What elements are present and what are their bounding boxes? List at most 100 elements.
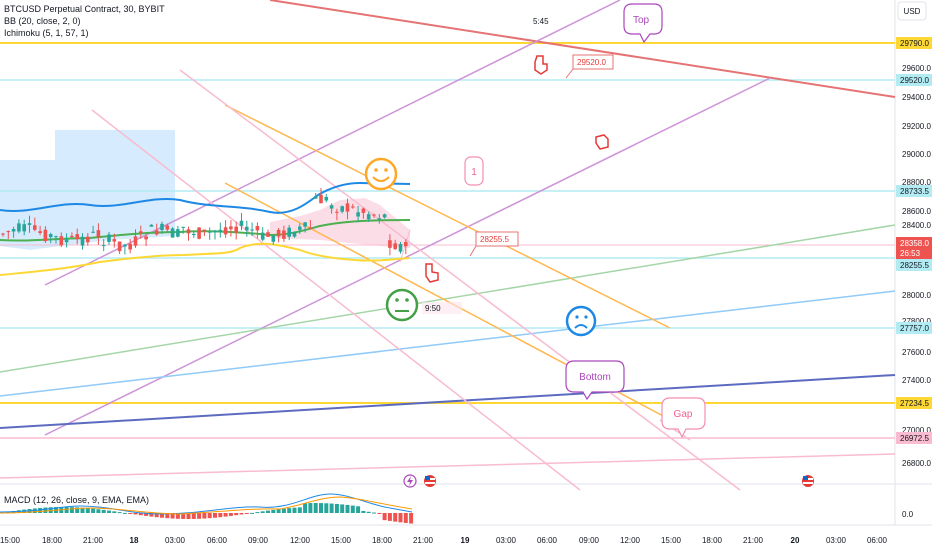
macd-histogram-bar [122, 512, 127, 514]
time-tick: 06:00 [867, 536, 888, 545]
time-tick: 20 [791, 536, 800, 545]
candle-body [22, 224, 26, 232]
smiley-sad-icon[interactable] [565, 305, 597, 337]
hand-pointer-icon[interactable] [534, 55, 548, 75]
candle-body [186, 229, 191, 234]
bb-indicator-label[interactable]: BB (20, close, 2, 0) [4, 16, 81, 26]
candle-body [345, 203, 350, 212]
macd-histogram-bar [281, 508, 286, 513]
hand-pointer-icon[interactable] [425, 263, 439, 283]
candle-body [388, 240, 392, 248]
smiley-neutral-icon[interactable] [385, 288, 419, 322]
trendline-pink-2[interactable] [91, 109, 581, 491]
event-flag-us-icon[interactable] [424, 475, 436, 487]
smiley-happy-icon[interactable] [364, 157, 398, 191]
macd-histogram-bar [170, 513, 175, 519]
callout-bottom[interactable]: Bottom [565, 360, 625, 401]
event-lightning-icon[interactable] [403, 474, 417, 488]
macd-histogram-bar [107, 510, 111, 513]
time-tick: 18:00 [42, 536, 63, 545]
candles[interactable] [1, 187, 408, 256]
candle-body [160, 223, 164, 231]
price-label-28255[interactable]: 28255.5 [469, 231, 519, 257]
macd-histogram-bar [165, 513, 170, 519]
candle-body [192, 233, 196, 236]
price-label-29520[interactable]: 29520.0 [565, 54, 614, 79]
currency-label: USD [904, 7, 921, 16]
macd-histogram-bar [101, 509, 106, 513]
macd-histogram-bar [117, 512, 122, 514]
time-tick: 03:00 [826, 536, 847, 545]
candle-body [372, 214, 376, 216]
trendline-red[interactable] [269, 0, 896, 98]
candle-body [17, 223, 21, 232]
candle-body [239, 220, 244, 226]
price-tick: 29600.0 [902, 64, 931, 73]
candle-body [340, 206, 344, 212]
macd-histogram-bar [223, 513, 228, 517]
macd-histogram-bar [356, 506, 361, 513]
currency-button[interactable] [897, 1, 927, 21]
macd-histogram-bar [308, 503, 313, 513]
symbol-title[interactable]: BTCUSD Perpetual Contract, 30, BYBIT [4, 4, 165, 14]
candle-body [170, 228, 175, 238]
macd-histogram-bar [149, 513, 154, 517]
macd-histogram-bar [255, 512, 260, 514]
candle-body [202, 229, 207, 232]
trendline-navy[interactable] [0, 374, 896, 429]
candle-body [70, 235, 74, 238]
macd-histogram-bar [334, 503, 339, 513]
candle-body [80, 236, 85, 246]
candle-body [303, 222, 307, 227]
candle-body [351, 206, 355, 208]
candle-body [404, 242, 408, 247]
event-flag-us-icon[interactable] [802, 475, 814, 487]
trendline-blue[interactable] [0, 290, 896, 397]
time-tick: 18:00 [702, 536, 723, 545]
trendline-pink-1[interactable] [179, 69, 741, 491]
trendline-pink-bottom[interactable] [0, 453, 896, 479]
candle-body [213, 230, 217, 233]
price-tick: 28600.0 [902, 207, 931, 216]
bar-timer: 26:53 [900, 249, 921, 258]
candle-body [234, 226, 238, 233]
macd-histogram-bar [409, 513, 414, 524]
ichimoku-indicator-label[interactable]: Ichimoku (5, 1, 57, 1) [4, 28, 89, 38]
candle-body [144, 236, 148, 240]
price-badge-29520 [896, 74, 932, 86]
trendline-orange-upper[interactable] [224, 104, 671, 329]
callout-top-text: Top [633, 15, 650, 26]
macd-line [0, 493, 413, 515]
time-tick: 06:00 [537, 536, 558, 545]
macd-histogram-bar [239, 513, 244, 515]
price-badge-last [896, 237, 932, 259]
bb-upper-band [0, 181, 411, 214]
macd-histogram-bar [387, 513, 392, 521]
candle-body [38, 231, 42, 233]
candle-body [287, 227, 291, 237]
trendline-purple-lower[interactable] [44, 77, 771, 436]
price-label-28255-text: 28255.5 [480, 235, 509, 244]
callout-gap[interactable]: Gap [661, 397, 706, 439]
price-badge-29790-text: 29790.0 [900, 39, 929, 48]
price-badge-28255 [896, 259, 932, 271]
time-tick: 18:00 [372, 536, 393, 545]
macd-histogram-bar [160, 513, 164, 518]
trendline-green[interactable] [0, 224, 896, 373]
time-tick: 12:00 [290, 536, 311, 545]
price-label-29520-text: 29520.0 [577, 58, 606, 67]
price-tick: 27800.0 [902, 317, 931, 326]
macd-histogram-bar [250, 512, 255, 514]
macd-histogram-bar [324, 503, 329, 513]
callout-one[interactable]: 1 [464, 156, 484, 186]
callout-top[interactable]: Top [623, 3, 663, 44]
candle-body [329, 205, 334, 209]
macd-histogram-bar [313, 503, 318, 513]
hand-pointer-icon[interactable] [595, 134, 609, 150]
macd-histogram-bar [207, 513, 212, 519]
candle-body [54, 236, 58, 238]
candle-body [271, 235, 276, 242]
macd-histogram-bar [234, 513, 239, 516]
macd-indicator-label[interactable]: MACD (12, 26, close, 9, EMA, EMA) [4, 495, 149, 505]
